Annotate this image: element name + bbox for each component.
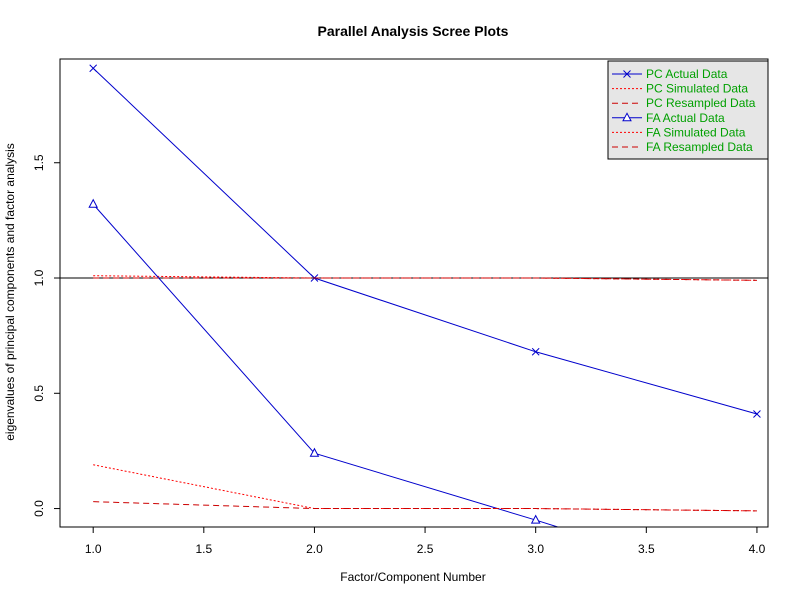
legend-marker: [622, 112, 632, 122]
x-tick-label: 1.5: [195, 542, 212, 556]
data-point: [530, 514, 541, 524]
data-point: [89, 64, 98, 73]
plot-frame: [59, 58, 769, 528]
y-axis-label: eigenvalues of principal components and …: [3, 143, 17, 441]
legend-label: FA Actual Data: [646, 111, 725, 125]
series-line-2: [93, 277, 757, 281]
data-point: [753, 410, 761, 418]
marker-stroke: [531, 347, 540, 356]
x-tick-label: 2.0: [306, 542, 323, 556]
y-tick-label: 1.0: [32, 269, 46, 286]
y-tick-label: 0.5: [32, 385, 46, 402]
x-tick-label: 4.0: [749, 542, 766, 556]
y-tick-label: 1.5: [32, 154, 46, 171]
series-line-0: [92, 67, 758, 415]
legend-label: FA Simulated Data: [646, 125, 746, 139]
marker-stroke: [89, 64, 98, 73]
series-line-4: [93, 464, 757, 512]
legend-label: PC Simulated Data: [646, 82, 748, 96]
legend-label: PC Resampled Data: [646, 96, 756, 110]
data-point: [753, 585, 761, 593]
x-tick-label: 3.5: [638, 542, 655, 556]
x-axis: 1.0 1.5 2.0 2.5 3.0 3.5 4.0: [85, 527, 766, 556]
chart-title: Parallel Analysis Scree Plots: [318, 23, 509, 39]
data-point: [309, 447, 320, 457]
data-point: [531, 347, 540, 356]
marker-stroke: [623, 70, 631, 78]
series-layer: [60, 64, 768, 593]
series-line-5: [93, 501, 757, 512]
x-tick-label: 3.0: [527, 542, 544, 556]
series-line-3: [92, 203, 560, 527]
x-axis-label: Factor/Component Number: [340, 570, 485, 584]
legend-marker: [623, 70, 631, 78]
legend-label: PC Actual Data: [646, 67, 728, 81]
y-tick-label: 0.0: [32, 500, 46, 517]
y-axis: 0.0 0.5 1.0 1.5: [32, 154, 60, 517]
legend-label: FA Resampled Data: [646, 140, 753, 154]
legend-box: [607, 60, 769, 160]
data-point: [88, 198, 99, 208]
marker-stroke: [753, 410, 761, 418]
x-tick-label: 1.0: [85, 542, 102, 556]
x-tick-label: 2.5: [417, 542, 434, 556]
